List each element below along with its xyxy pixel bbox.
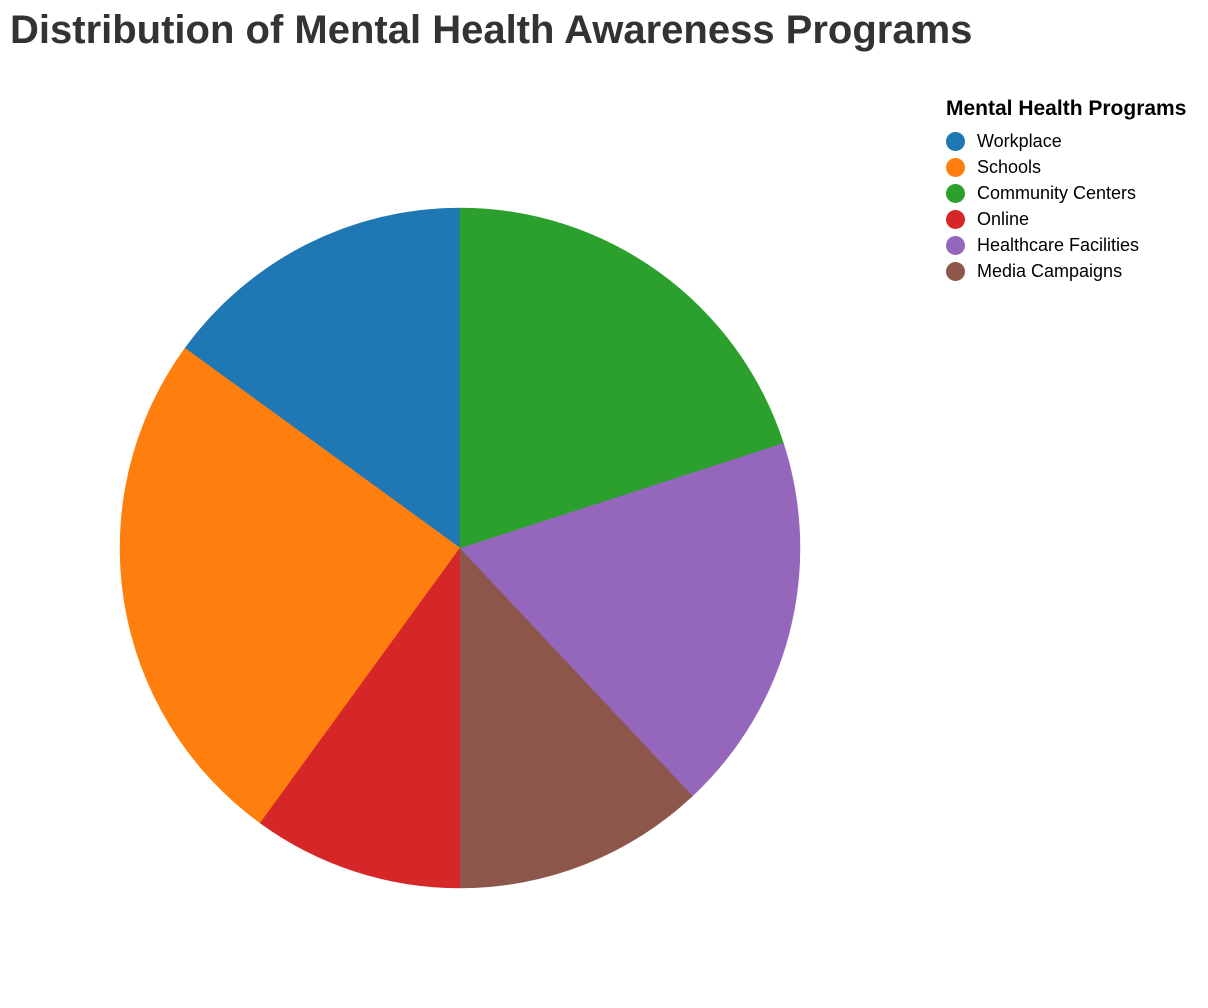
legend-item-media-campaigns: Media Campaigns — [946, 258, 1186, 284]
legend-label: Workplace — [977, 130, 1062, 151]
legend-label: Media Campaigns — [977, 260, 1123, 281]
pie-slice-workplace — [184, 207, 461, 549]
legend-swatch — [946, 235, 965, 255]
legend-item-healthcare-facilities: Healthcare Facilities — [946, 232, 1186, 258]
legend: Mental Health Programs Workplace Schools C… — [946, 96, 1186, 284]
legend-swatch — [946, 131, 965, 151]
legend-label: Online — [977, 208, 1030, 229]
legend-item-community-centers: Community Centers — [946, 180, 1186, 206]
legend-label: Healthcare Facilities — [977, 234, 1140, 255]
pie-slice-media-campaigns — [459, 547, 694, 889]
legend-title: Mental Health Programs — [946, 97, 1187, 120]
legend-swatch — [946, 183, 965, 203]
legend-label: Community Centers — [977, 182, 1137, 203]
pie-slice-healthcare-facilities — [459, 442, 801, 797]
pie-slices — [119, 207, 801, 889]
legend-label: Schools — [977, 156, 1042, 177]
legend-swatch — [946, 261, 965, 281]
pie-slice-online — [259, 547, 461, 889]
legend-list: Workplace Schools Community Centers Online H… — [946, 128, 1186, 284]
legend-item-schools: Schools — [946, 154, 1186, 180]
legend-swatch — [946, 157, 965, 177]
pie-slice-schools — [119, 347, 461, 824]
legend-swatch — [946, 209, 965, 229]
pie-slice-community-centers — [459, 207, 784, 549]
chart-title: Distribution of Mental Health Awareness … — [10, 8, 973, 52]
legend-item-online: Online — [946, 206, 1186, 232]
legend-item-workplace: Workplace — [946, 128, 1186, 154]
pie-chart — [119, 207, 801, 889]
